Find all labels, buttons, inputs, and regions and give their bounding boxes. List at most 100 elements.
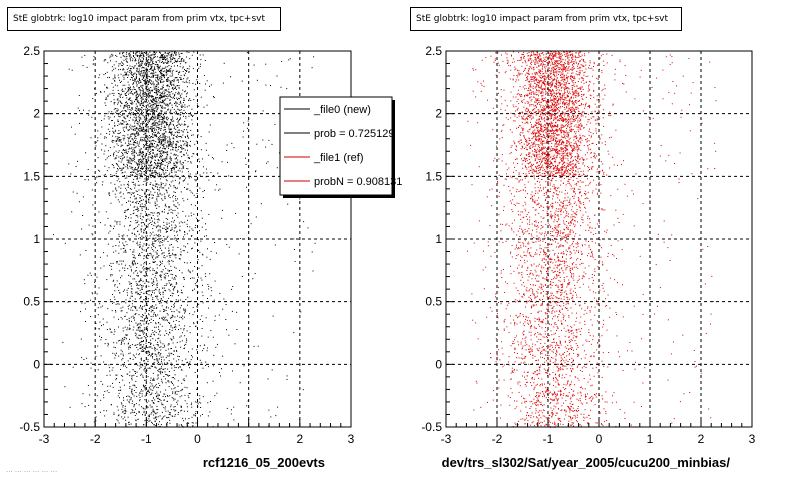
data-point xyxy=(148,80,150,82)
data-point xyxy=(124,135,126,137)
data-point xyxy=(151,101,152,102)
data-point xyxy=(178,129,180,131)
data-point xyxy=(167,119,169,121)
data-point xyxy=(165,357,167,359)
data-point xyxy=(114,299,116,300)
data-point xyxy=(127,153,128,155)
data-point xyxy=(144,137,146,139)
data-point xyxy=(159,226,161,228)
data-point xyxy=(144,224,146,226)
data-point xyxy=(313,56,315,58)
data-point xyxy=(132,112,134,114)
data-point xyxy=(163,152,165,154)
data-point xyxy=(168,247,170,249)
data-point xyxy=(230,413,232,415)
data-point xyxy=(180,335,182,337)
data-point xyxy=(123,129,125,131)
data-point xyxy=(209,273,211,275)
data-point xyxy=(175,143,177,145)
data-point xyxy=(162,356,164,358)
data-point xyxy=(176,167,178,168)
data-point xyxy=(200,277,202,279)
data-point xyxy=(150,76,152,78)
data-point xyxy=(154,129,155,131)
data-point xyxy=(134,385,136,387)
data-point xyxy=(111,369,113,371)
data-point xyxy=(131,66,133,68)
data-point xyxy=(173,169,175,171)
data-point xyxy=(170,300,172,302)
data-point xyxy=(188,364,190,366)
data-point xyxy=(191,248,192,250)
data-point xyxy=(148,420,150,422)
data-point xyxy=(134,411,136,413)
data-point xyxy=(78,95,80,96)
data-point xyxy=(141,151,143,153)
data-point xyxy=(140,71,142,72)
data-point xyxy=(122,405,124,406)
data-point xyxy=(137,184,139,186)
data-point xyxy=(155,77,157,79)
data-point xyxy=(145,337,147,339)
data-point xyxy=(187,301,189,303)
data-point xyxy=(128,53,130,55)
data-point xyxy=(182,211,184,212)
data-point xyxy=(152,63,154,65)
data-point xyxy=(129,188,131,189)
data-point xyxy=(95,420,97,422)
data-point xyxy=(147,194,149,196)
data-point xyxy=(146,90,148,92)
data-point xyxy=(183,129,185,131)
data-point xyxy=(126,124,128,126)
data-point xyxy=(169,92,171,94)
data-point xyxy=(145,298,146,299)
data-point xyxy=(149,164,151,166)
data-point xyxy=(187,161,189,163)
data-point xyxy=(144,79,146,81)
data-point xyxy=(155,134,157,135)
data-point xyxy=(170,211,172,213)
data-point xyxy=(154,120,156,122)
data-point xyxy=(158,401,160,403)
data-point xyxy=(143,350,145,352)
data-point xyxy=(123,164,125,166)
data-point xyxy=(143,206,145,208)
data-point xyxy=(155,106,157,108)
data-point xyxy=(186,71,188,72)
data-point xyxy=(140,173,142,175)
data-point xyxy=(150,140,152,142)
data-point xyxy=(171,415,173,417)
data-point xyxy=(173,186,175,188)
data-point xyxy=(132,160,134,162)
data-point xyxy=(137,170,139,172)
data-point xyxy=(101,143,103,145)
data-point xyxy=(172,89,174,91)
data-point xyxy=(144,395,146,397)
data-point xyxy=(207,248,208,250)
data-point xyxy=(140,340,142,342)
data-point xyxy=(169,129,171,131)
data-point xyxy=(147,145,149,147)
data-point xyxy=(141,79,143,80)
data-point xyxy=(127,99,129,101)
data-point xyxy=(164,135,166,137)
data-point xyxy=(176,134,178,136)
data-point xyxy=(135,81,137,83)
data-point xyxy=(165,272,167,274)
data-point xyxy=(112,190,114,192)
data-point xyxy=(122,248,124,249)
data-point xyxy=(123,156,125,158)
data-point xyxy=(198,249,200,251)
data-point xyxy=(135,353,137,355)
data-point xyxy=(151,142,153,144)
data-point xyxy=(151,330,153,331)
data-point xyxy=(149,152,151,153)
data-point xyxy=(158,83,160,85)
data-point xyxy=(148,89,150,91)
data-point xyxy=(181,425,183,426)
data-point xyxy=(140,330,142,332)
data-point xyxy=(208,286,210,287)
data-point xyxy=(154,191,156,193)
data-point xyxy=(164,117,166,119)
data-point xyxy=(97,130,99,132)
